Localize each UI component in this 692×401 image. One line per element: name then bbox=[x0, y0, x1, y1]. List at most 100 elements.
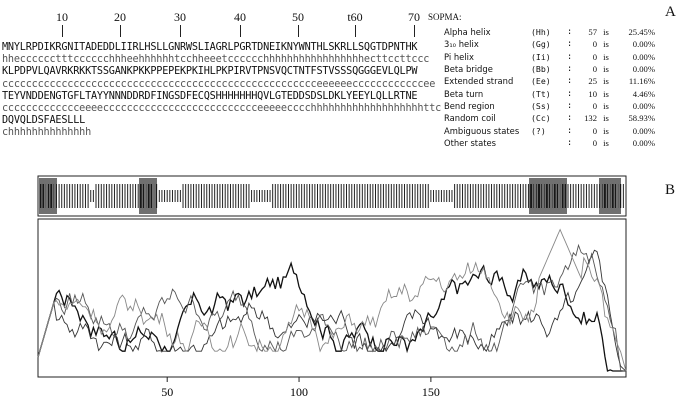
ss-track-dense-block bbox=[39, 178, 57, 214]
sequence-ruler: 10 20 30 40 50 t60 70 bbox=[0, 0, 430, 40]
sopma-name: Alpha helix bbox=[444, 27, 491, 38]
sopma-percent: 58.93% bbox=[628, 113, 656, 124]
sopma-name: Pi helix bbox=[444, 51, 474, 62]
x-axis-tick-label: 50 bbox=[161, 385, 173, 399]
sopma-row: Beta turn (Tt): 10 is 4.46% bbox=[444, 87, 656, 99]
sopma-code: (Cc) bbox=[531, 113, 551, 124]
panel-label-b: B bbox=[665, 182, 676, 198]
sopma-colon: : bbox=[567, 51, 573, 62]
x-axis-tick-label: 150 bbox=[422, 385, 440, 399]
panel-label-a: A bbox=[665, 4, 676, 20]
ruler-tick bbox=[120, 25, 121, 37]
structure-line: hhecccccctttcccccchhheehhhhhhtcchheeetcc… bbox=[2, 54, 430, 66]
sopma-name: Beta turn bbox=[444, 88, 484, 99]
sequence-line: TEYVNDDENGTGFLTAYYNNNDDRDFINGSDFECQSHHHH… bbox=[2, 90, 418, 102]
sopma-colon: : bbox=[567, 88, 573, 99]
sopma-code: (Ii) bbox=[531, 51, 551, 62]
sopma-row: Ambiguous states (?): 0 is 0.00% bbox=[444, 124, 656, 136]
sopma-colon: : bbox=[567, 100, 573, 111]
profile-chart: 50 100 150 bbox=[37, 175, 627, 399]
sopma-name: Beta bridge bbox=[444, 64, 493, 75]
sopma-name: 3₁₀ helix bbox=[444, 39, 479, 50]
sopma-unit: is bbox=[603, 113, 609, 124]
x-axis: 50 100 150 bbox=[161, 377, 440, 399]
profile-series-line bbox=[37, 261, 626, 372]
x-axis-tick-label: 100 bbox=[290, 385, 308, 399]
sopma-unit: is bbox=[603, 125, 609, 136]
sopma-row: Extended strand (Ee): 25 is 11.16% bbox=[444, 75, 656, 87]
sopma-row: Pi helix (Ii): 0 is 0.00% bbox=[444, 51, 656, 63]
sopma-code: (Hh) bbox=[531, 27, 551, 38]
sopma-table: Alpha helix (Hh): 57 is 25.45% 3₁₀ helix (Gg):… bbox=[444, 26, 656, 149]
sopma-unit: is bbox=[603, 88, 609, 99]
sopma-count: 0 bbox=[592, 125, 597, 136]
sopma-percent: 0.00% bbox=[632, 125, 655, 136]
sopma-unit: is bbox=[603, 39, 609, 50]
sequence-block: MNYLRPDIKRGNITADEDDLIIRLHSLLGNRWSLIAGRLP… bbox=[2, 42, 442, 140]
sopma-percent: 4.46% bbox=[632, 88, 655, 99]
sopma-unit: is bbox=[603, 100, 609, 111]
sopma-row: Bend region (Ss): 0 is 0.00% bbox=[444, 100, 656, 112]
structure-line: chhhhhhhhhhhhhh bbox=[2, 127, 92, 139]
profile-series-line bbox=[37, 228, 627, 372]
sopma-row: Random coil (Cc):132 is 58.93% bbox=[444, 112, 656, 124]
structure-line: cccccccccccccccccccccccccccccccccccccccc… bbox=[2, 78, 436, 90]
sopma-count: 132 bbox=[584, 113, 597, 124]
sopma-name: Bend region bbox=[444, 100, 495, 111]
ruler-tick bbox=[240, 25, 241, 37]
sopma-code: (Gg) bbox=[531, 39, 551, 50]
ruler-tick bbox=[298, 25, 299, 37]
sopma-colon: : bbox=[567, 64, 573, 75]
sequence-line: KLPDPVLQAVRKRKKTSSGANKPKKPPEPEKPKIHLPKPI… bbox=[2, 66, 418, 78]
sopma-percent: 11.16% bbox=[628, 76, 655, 87]
sopma-percent: 0.00% bbox=[632, 137, 655, 148]
sopma-count: 25 bbox=[588, 76, 597, 87]
ruler-tick-label: 10 bbox=[56, 10, 68, 24]
sopma-name: Other states bbox=[444, 137, 497, 148]
sopma-colon: : bbox=[567, 39, 573, 50]
sopma-row: Beta bridge (Bb): 0 is 0.00% bbox=[444, 63, 656, 75]
ruler-tick bbox=[180, 25, 181, 37]
series-group bbox=[37, 228, 627, 372]
sopma-percent: 0.00% bbox=[632, 64, 655, 75]
structure-line: ccccccccccccceeeeccccccccccccccccccccccc… bbox=[2, 102, 442, 114]
profile-series-line bbox=[37, 249, 627, 372]
sopma-count: 0 bbox=[592, 51, 597, 62]
sopma-row: 3₁₀ helix (Gg): 0 is 0.00% bbox=[444, 38, 656, 50]
ruler-tick bbox=[414, 25, 415, 37]
sequence-line: MNYLRPDIKRGNITADEDDLIIRLHSLLGNRWSLIAGRLP… bbox=[2, 42, 418, 53]
sopma-percent: 0.00% bbox=[632, 100, 655, 111]
sopma-count: 57 bbox=[588, 27, 597, 38]
ruler-tick bbox=[62, 25, 63, 37]
sopma-code: (Bb) bbox=[531, 64, 551, 75]
ruler-tick-label: 30 bbox=[174, 10, 186, 24]
sopma-code: (Ss) bbox=[531, 100, 551, 111]
sopma-colon: : bbox=[567, 125, 573, 136]
sopma-unit: is bbox=[603, 76, 609, 87]
sopma-row: Alpha helix (Hh): 57 is 25.45% bbox=[444, 26, 656, 38]
sopma-count: 0 bbox=[592, 100, 597, 111]
sopma-code: (?) bbox=[531, 125, 546, 136]
sopma-percent: 25.45% bbox=[628, 27, 656, 38]
sopma-count: 10 bbox=[588, 88, 597, 99]
ruler-tick-label: 50 bbox=[292, 10, 304, 24]
sopma-colon: : bbox=[567, 76, 573, 87]
sequence-line: DQVQLDSFAESLLL bbox=[2, 115, 86, 127]
sopma-name: Extended strand bbox=[444, 76, 514, 87]
sopma-percent: 0.00% bbox=[632, 51, 655, 62]
ss-track-dense-block bbox=[139, 178, 157, 214]
sopma-colon: : bbox=[567, 113, 573, 124]
sopma-name: Random coil bbox=[444, 113, 496, 124]
sopma-unit: is bbox=[603, 51, 609, 62]
sopma-percent: 0.00% bbox=[632, 39, 655, 50]
ruler-tick-label: t60 bbox=[347, 10, 363, 24]
profile-series-line bbox=[37, 243, 626, 372]
ruler-tick-label: 70 bbox=[408, 10, 420, 24]
sopma-row: Other states: 0 is 0.00% bbox=[444, 137, 656, 149]
ruler-tick-label: 40 bbox=[234, 10, 246, 24]
ruler-tick-label: 20 bbox=[114, 10, 126, 24]
ss-track-dense-block bbox=[599, 178, 621, 214]
sopma-unit: is bbox=[603, 27, 609, 38]
ss-track bbox=[37, 178, 627, 214]
sopma-colon: : bbox=[567, 27, 573, 38]
